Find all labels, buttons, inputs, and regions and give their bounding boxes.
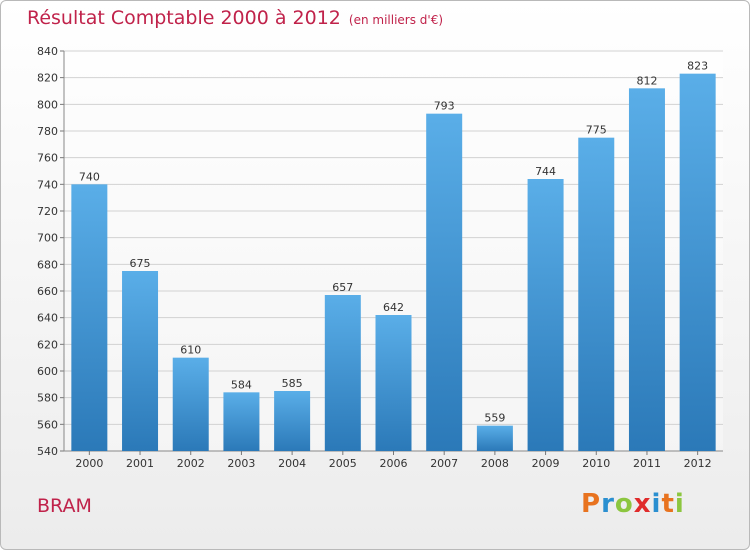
logo-letter: x [633, 489, 652, 519]
data-label-2006: 642 [383, 301, 404, 314]
y-tick-label: 600 [37, 365, 58, 378]
data-label-2009: 744 [535, 165, 556, 178]
bar-2010 [578, 137, 615, 451]
chart-subtitle: (en milliers d'€) [348, 13, 444, 27]
x-tick-label: 2006 [380, 457, 408, 470]
y-tick-label: 660 [37, 285, 58, 298]
bar-2001 [122, 271, 159, 451]
bars [71, 73, 716, 452]
x-tick-label: 2004 [278, 457, 306, 470]
data-label-2003: 584 [231, 378, 252, 391]
bar-2011 [628, 88, 665, 451]
data-label-2007: 793 [434, 100, 455, 113]
data-label-2008: 559 [484, 412, 505, 425]
bar-2000 [71, 184, 108, 452]
y-tick-label: 640 [37, 312, 58, 325]
bar-2003 [223, 392, 260, 451]
bar-2008 [476, 425, 513, 451]
data-labels: 740 675 610 584 585 657 642 793 559 744 775 812 823 [79, 60, 708, 425]
bar-2005 [324, 295, 361, 451]
logo-letter: i [651, 489, 662, 519]
y-tick-label: 760 [37, 152, 58, 165]
proxiti-logo: Proxiti [581, 489, 685, 519]
x-tick-label: 2010 [582, 457, 610, 470]
x-tick-label: 2000 [75, 457, 103, 470]
x-tick-label: 2011 [633, 457, 661, 470]
x-tick-label: 2012 [684, 457, 712, 470]
bar-2009 [527, 179, 564, 451]
y-tick-label: 580 [37, 392, 58, 405]
bar-2002 [172, 357, 209, 451]
y-tick-label: 620 [37, 338, 58, 351]
y-tick-label: 740 [37, 178, 58, 191]
data-label-2004: 585 [282, 377, 303, 390]
logo-letter: o [614, 489, 634, 519]
y-tick-label: 780 [37, 125, 58, 138]
chart-title-main: Résultat Comptable 2000 à 2012 [27, 7, 341, 29]
logo-letter: P [581, 489, 602, 519]
data-label-2012: 823 [687, 60, 708, 73]
bar-2006 [375, 315, 412, 451]
data-label-2001: 675 [130, 257, 151, 270]
x-tick-label: 2003 [227, 457, 255, 470]
bar-2007 [426, 113, 463, 452]
x-tick-label: 2007 [430, 457, 458, 470]
logo-letter: i [674, 489, 685, 519]
bar-2012 [679, 73, 716, 452]
data-label-2002: 610 [180, 344, 201, 357]
data-label-2005: 657 [332, 281, 353, 294]
chart-title: Résultat Comptable 2000 à 2012 (en millie… [27, 7, 443, 29]
y-tick-label: 720 [37, 205, 58, 218]
place-name: BRAM [37, 495, 92, 517]
y-tick-label: 840 [37, 45, 58, 58]
x-tick-label: 2005 [329, 457, 357, 470]
x-tick-label: 2001 [126, 457, 154, 470]
data-label-2000: 740 [79, 170, 100, 183]
logo-letter: t [661, 489, 675, 519]
x-tick-label: 2009 [532, 457, 560, 470]
y-tick-label: 820 [37, 72, 58, 85]
y-tick-label: 680 [37, 258, 58, 271]
y-tick-label: 540 [37, 445, 58, 458]
x-tick-label: 2008 [481, 457, 509, 470]
data-label-2011: 812 [636, 74, 657, 87]
data-label-2010: 775 [586, 124, 607, 137]
y-tick-label: 800 [37, 98, 58, 111]
bar-2004 [274, 391, 311, 451]
axes: 540 560 580 600 620 640 660 680 700 720 740 760 780 8… [37, 45, 723, 470]
x-tick-label: 2002 [177, 457, 205, 470]
y-tick-label: 560 [37, 418, 58, 431]
y-tick-label: 700 [37, 232, 58, 245]
logo-letter: r [601, 489, 615, 519]
